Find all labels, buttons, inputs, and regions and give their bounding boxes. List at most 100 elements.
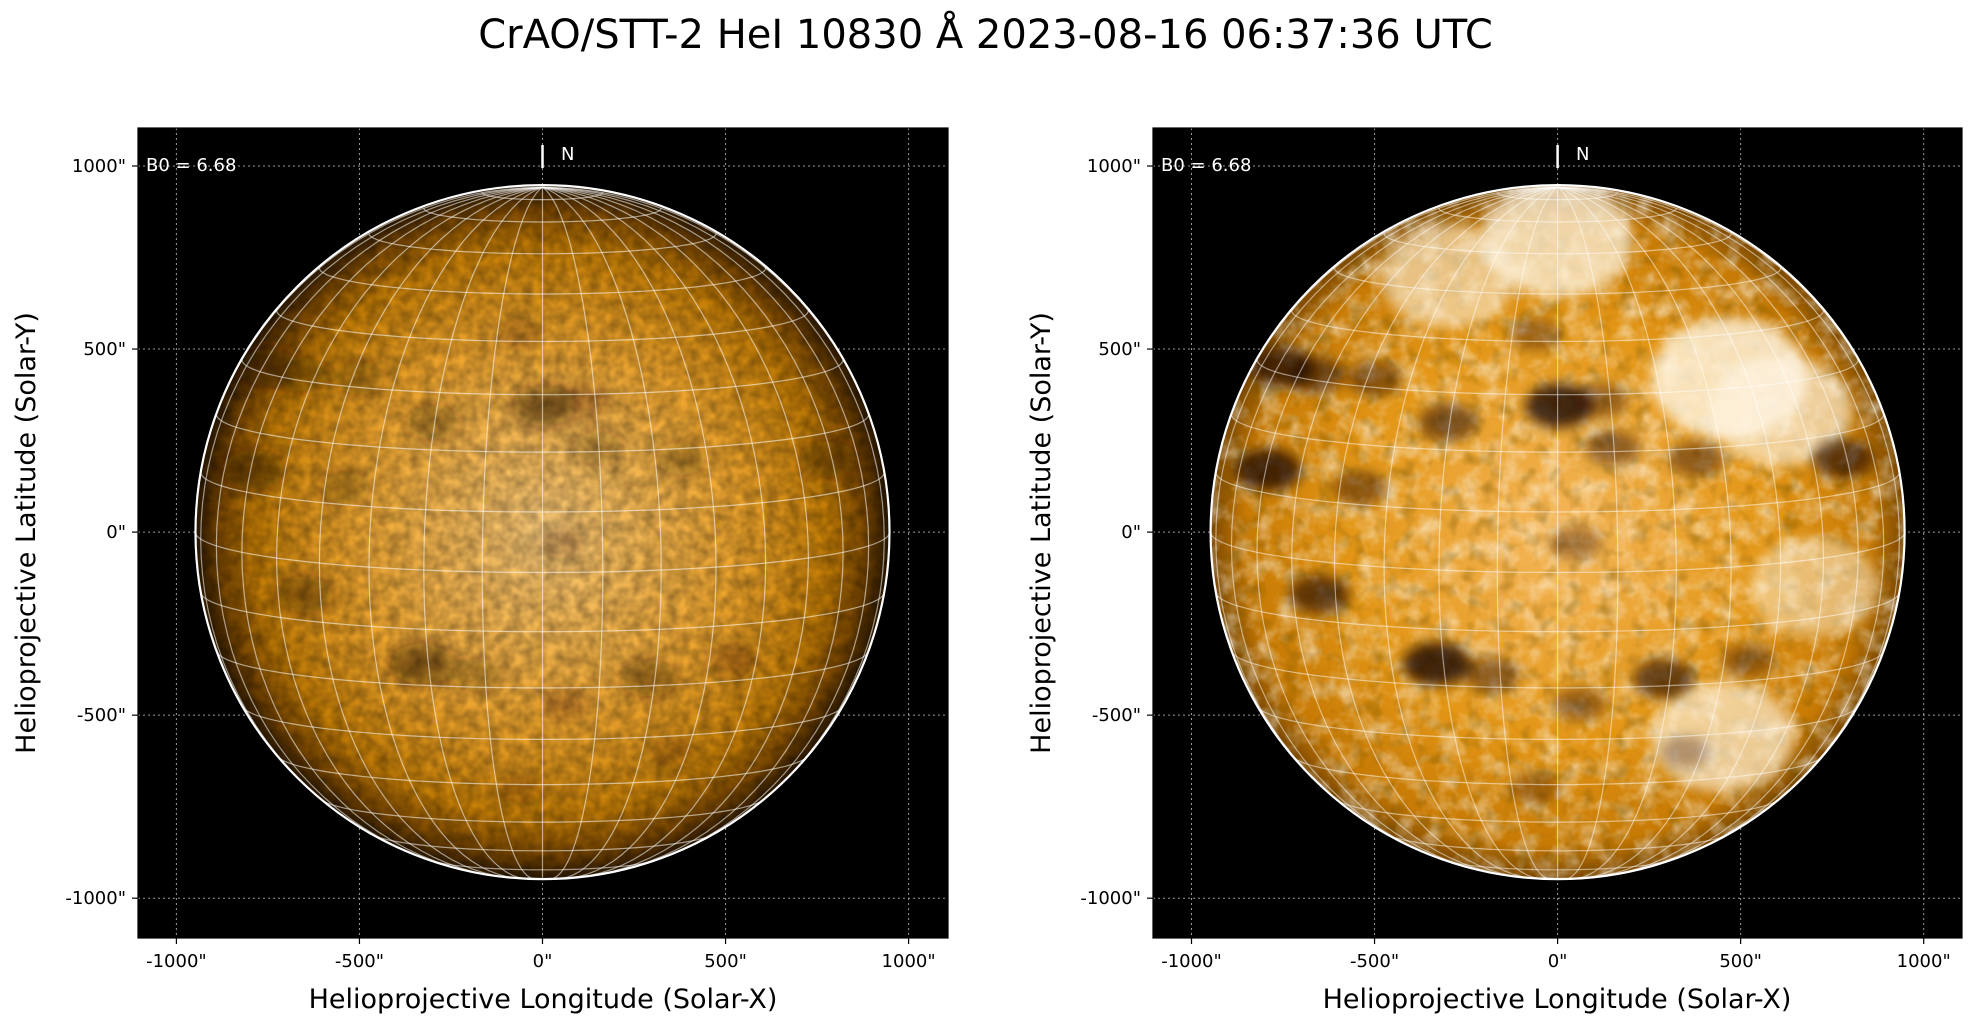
solar-disk <box>194 183 891 881</box>
filament-spot <box>451 658 502 691</box>
filament-spot <box>334 362 385 395</box>
filament-spot <box>537 527 585 559</box>
bright-features <box>1379 185 1879 793</box>
bright-region <box>1749 537 1879 637</box>
filament-spot <box>497 773 544 804</box>
filament-spot <box>1402 642 1471 686</box>
filament-spot <box>620 660 677 697</box>
longitude-line <box>1557 186 1901 816</box>
filament-spot <box>319 472 370 505</box>
y-tick-label: -500" <box>77 705 126 726</box>
filament-spot <box>1347 360 1403 396</box>
heliographic-grid <box>1209 186 1906 880</box>
filament-spot <box>276 576 333 613</box>
filament-spot <box>1812 439 1874 479</box>
north-label: N <box>561 144 574 165</box>
longitude-line <box>200 186 543 816</box>
filament-spot <box>1286 356 1346 394</box>
filament-spot <box>1235 448 1302 492</box>
filament-spot <box>1660 735 1711 768</box>
longitude-line <box>368 186 543 879</box>
longitude-line <box>1256 186 1558 871</box>
filament-spot <box>274 357 328 392</box>
filament-spot <box>1633 658 1695 699</box>
longitude-line <box>542 186 810 876</box>
x-tick-label: 1000" <box>1897 951 1951 972</box>
x-tick-label: 0" <box>1548 951 1568 972</box>
b0-annotation: B0 = 6.68 <box>146 155 236 176</box>
longitude-line <box>1230 186 1558 860</box>
longitude-line <box>1383 186 1558 879</box>
filament-spot <box>390 643 453 684</box>
longitude-line <box>1557 186 1619 880</box>
longitude-line <box>241 186 543 871</box>
north-label: N <box>1576 144 1589 165</box>
longitude-line <box>1557 186 1825 876</box>
y-tick-label: 1000" <box>72 156 126 177</box>
longitude-line <box>275 186 543 876</box>
longitude-line <box>1557 186 1885 860</box>
longitude-line <box>542 186 767 878</box>
heliographic-grid <box>194 186 891 880</box>
x-tick-label: -1000" <box>146 951 207 972</box>
x-axis-label: Helioprojective Longitude (Solar-X) <box>309 984 778 1015</box>
north-marker: N <box>541 144 574 168</box>
filament-spot <box>1464 657 1520 693</box>
filament-spot <box>222 450 284 490</box>
longitude-line <box>542 186 717 879</box>
filament-spot <box>1552 687 1607 722</box>
x-tick-label: 500" <box>1719 951 1762 972</box>
limb-circle <box>1209 183 1906 881</box>
y-tick-label: -500" <box>1092 705 1141 726</box>
x-tick-label: -500" <box>335 951 384 972</box>
longitude-line <box>1496 186 1558 880</box>
dark-features <box>1235 317 1874 805</box>
y-tick-label: -1000" <box>65 888 126 909</box>
x-axis-label: Helioprojective Longitude (Solar-X) <box>1323 984 1792 1015</box>
filament-spot <box>1418 403 1477 441</box>
filament-spot <box>1332 470 1388 506</box>
filament-spot <box>1669 441 1725 477</box>
longitude-line <box>215 186 543 860</box>
longitude-line <box>1291 186 1558 876</box>
longitude-line <box>1557 186 1677 880</box>
y-tick-label: 500" <box>83 339 126 360</box>
filament-spot <box>1509 317 1562 351</box>
y-tick-label: -1000" <box>1080 888 1141 909</box>
filament-spot <box>572 431 623 465</box>
filament-spot <box>708 644 758 676</box>
longitude-line <box>1557 186 1732 879</box>
x-tick-label: 1000" <box>882 951 936 972</box>
longitude-line <box>1333 186 1558 878</box>
filament-spot <box>1288 574 1351 615</box>
longitude-line <box>542 186 870 860</box>
longitude-line <box>1557 186 1859 871</box>
x-tick-label: -1000" <box>1161 951 1222 972</box>
y-tick-label: 0" <box>1121 522 1141 543</box>
x-tick-label: -500" <box>1350 951 1399 972</box>
longitude-line <box>1557 186 1782 878</box>
longitude-line <box>481 186 543 880</box>
solar-disk <box>1209 183 1906 881</box>
y-axis-label: Helioprojective Latitude (Solar-Y) <box>1026 312 1057 754</box>
filament-spot <box>799 440 857 477</box>
x-tick-label: 0" <box>533 951 553 972</box>
longitude-line <box>542 186 662 880</box>
filament-spot <box>562 384 611 416</box>
filament-spot <box>1585 430 1640 466</box>
y-tick-label: 0" <box>106 522 126 543</box>
filament-spot <box>656 442 707 475</box>
filament-spot <box>405 405 460 440</box>
longitude-line <box>542 186 885 816</box>
north-marker: N <box>1556 144 1589 168</box>
filament-spot <box>1721 643 1775 678</box>
filament-spot <box>540 688 589 720</box>
limb-circle <box>194 183 891 881</box>
longitude-line <box>1438 186 1558 880</box>
filament-spot <box>647 737 694 767</box>
filament-spot <box>1574 383 1629 418</box>
longitude-line <box>542 186 844 871</box>
b0-annotation: B0 = 6.68 <box>1161 155 1251 176</box>
longitude-line <box>1215 186 1558 816</box>
longitude-line <box>542 186 604 880</box>
